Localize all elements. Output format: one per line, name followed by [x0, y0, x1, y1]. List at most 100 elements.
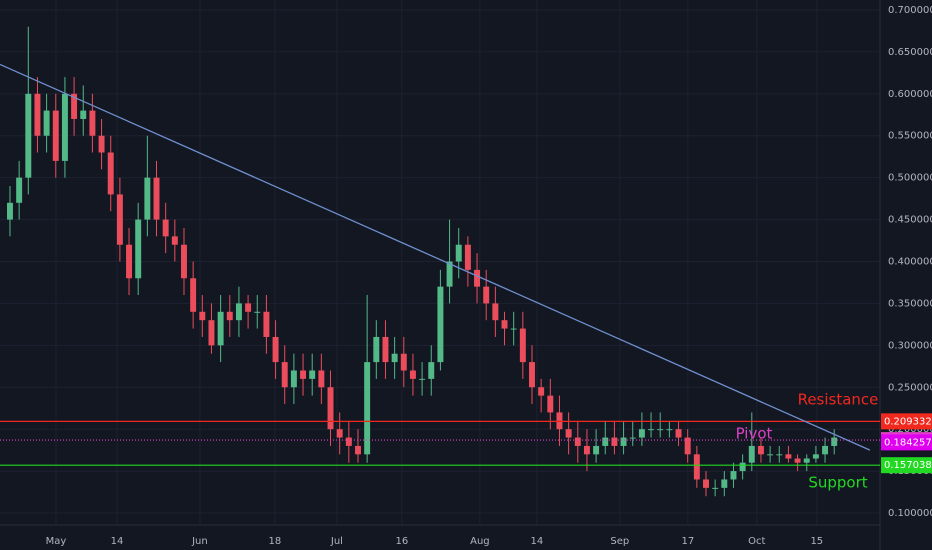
- candle-body: [71, 93, 78, 119]
- candle-body: [382, 336, 389, 363]
- candle-body: [135, 219, 142, 279]
- level-tag: [881, 413, 932, 430]
- candle-body: [208, 320, 215, 346]
- candle-body: [812, 454, 819, 459]
- x-tick-label: 14: [530, 536, 543, 547]
- y-tick-label: 0.20000000: [888, 424, 932, 435]
- candle-body: [116, 194, 123, 245]
- candle-body: [144, 177, 151, 220]
- candle-body: [300, 370, 307, 379]
- candle-body: [272, 336, 279, 363]
- level-tag: [881, 434, 932, 451]
- candle-body: [7, 202, 13, 220]
- candle-body: [657, 429, 664, 431]
- candle-body: [583, 445, 590, 455]
- candle-body: [684, 437, 691, 455]
- candle-body: [98, 135, 105, 153]
- candle-body: [446, 261, 453, 287]
- candle-body: [16, 177, 23, 203]
- candle-body: [464, 244, 471, 270]
- candle-body: [181, 244, 187, 279]
- candle-body: [666, 429, 673, 431]
- candle-body: [483, 286, 490, 304]
- x-tick-label: 16: [395, 536, 408, 547]
- candle-body: [519, 328, 526, 363]
- candle-body: [61, 93, 68, 161]
- candle-body: [309, 370, 316, 379]
- candle-body: [538, 387, 545, 396]
- candle-body: [263, 311, 270, 337]
- x-tick-label: 15: [810, 536, 823, 547]
- candle-body: [336, 429, 343, 438]
- candle-body: [34, 93, 41, 136]
- trend-line: [0, 63, 871, 451]
- level-tag-label: 0.15703852: [884, 460, 932, 471]
- candle-body: [574, 437, 581, 446]
- candle-body: [25, 93, 32, 178]
- candle-body: [345, 437, 352, 446]
- candle-body: [474, 269, 481, 287]
- level-name: Pivot: [736, 425, 773, 443]
- y-tick-label: 0.50000000: [888, 173, 932, 184]
- candle-body: [529, 362, 535, 388]
- candle-body: [794, 458, 801, 463]
- candle-body: [611, 437, 618, 446]
- candle-body: [245, 303, 252, 312]
- y-tick-label: 0.55000000: [888, 131, 932, 142]
- candle-body: [712, 487, 719, 489]
- candle-body: [428, 362, 435, 379]
- candle-body: [803, 458, 810, 463]
- y-tick-label: 0.45000000: [888, 215, 932, 226]
- candle-body: [739, 462, 746, 472]
- y-tick-label: 0.65000000: [888, 47, 932, 58]
- candle-body: [419, 378, 426, 380]
- candle-body: [602, 437, 609, 446]
- y-tick-label: 0.30000000: [888, 340, 932, 351]
- x-tick-label: Jun: [191, 536, 208, 547]
- y-tick-label: 0.70000000: [888, 5, 932, 16]
- candle-body: [290, 370, 297, 388]
- candle-body: [391, 353, 398, 363]
- candle-body: [171, 236, 178, 245]
- candle-body: [767, 454, 774, 456]
- candle-body: [492, 303, 499, 321]
- candle-body: [675, 429, 682, 438]
- candle-body: [593, 445, 600, 455]
- candle-body: [721, 479, 728, 488]
- candle-body: [648, 429, 655, 431]
- candle-body: [89, 110, 96, 136]
- x-tick-label: May: [46, 536, 67, 547]
- level-name: Support: [808, 474, 867, 492]
- candle-body: [748, 445, 755, 463]
- candle-body: [364, 362, 371, 455]
- candle-body: [703, 479, 709, 488]
- candle-body: [126, 244, 133, 279]
- y-tick-label: 0.10000000: [888, 508, 932, 519]
- candle-body: [822, 445, 829, 455]
- candle-body: [501, 320, 508, 329]
- candle-body: [455, 244, 462, 262]
- y-tick-label: 0.35000000: [888, 298, 932, 309]
- candle-body: [226, 311, 233, 321]
- candle-body: [629, 437, 636, 439]
- y-tick-label: 0.25000000: [888, 382, 932, 393]
- candle-body: [199, 311, 206, 321]
- x-tick-label: 18: [269, 536, 282, 547]
- candle-body: [510, 328, 517, 330]
- candle-body: [43, 110, 50, 136]
- x-tick-label: 17: [681, 536, 694, 547]
- candle-body: [776, 454, 783, 456]
- candle-body: [437, 286, 444, 363]
- candle-body: [153, 177, 160, 220]
- x-tick-label: Aug: [470, 536, 490, 547]
- candle-body: [409, 370, 416, 379]
- candle-body: [757, 445, 764, 455]
- candle-body: [80, 110, 87, 119]
- x-tick-label: 14: [111, 536, 124, 547]
- candle-body: [831, 437, 838, 446]
- y-tick-label: 0.40000000: [888, 256, 932, 267]
- candle-body: [162, 219, 169, 237]
- x-tick-label: Jul: [330, 536, 343, 547]
